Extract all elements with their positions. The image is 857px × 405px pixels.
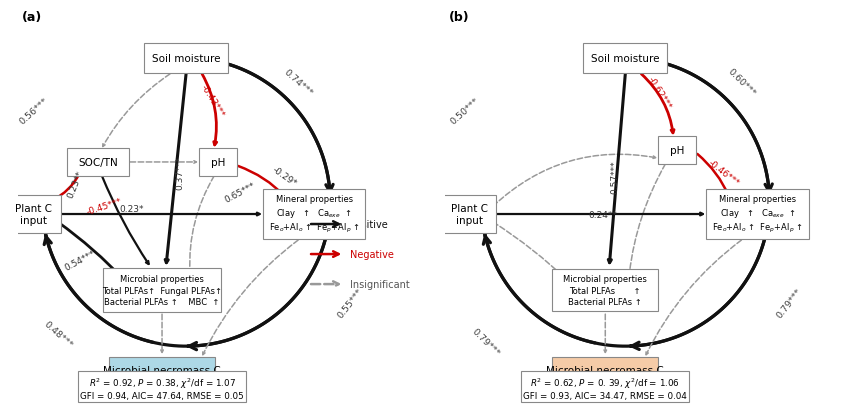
Text: 0.60***: 0.60***	[726, 67, 757, 98]
Text: Mineral properties
Clay   ↑   Ca$_{exe}$  ↑
Fe$_o$+Al$_o$ ↑  Fe$_p$+Al$_p$ ↑: Mineral properties Clay ↑ Ca$_{exe}$ ↑ F…	[712, 194, 803, 234]
Text: pH: pH	[211, 158, 225, 168]
FancyBboxPatch shape	[442, 196, 496, 233]
FancyArrowPatch shape	[62, 213, 260, 216]
Text: -0.43***: -0.43***	[199, 83, 225, 119]
FancyArrowPatch shape	[608, 75, 626, 263]
Text: 0.55***: 0.55***	[336, 286, 364, 319]
Text: 0.79***: 0.79***	[470, 327, 500, 358]
FancyBboxPatch shape	[103, 269, 221, 312]
Text: -0.45***: -0.45***	[85, 196, 123, 216]
Text: Insignificant: Insignificant	[351, 279, 410, 290]
FancyArrowPatch shape	[238, 166, 285, 196]
Text: 0.50***: 0.50***	[449, 96, 482, 126]
Text: Microbial necromass C: Microbial necromass C	[547, 365, 664, 375]
FancyBboxPatch shape	[552, 269, 658, 311]
Text: (b): (b)	[449, 11, 470, 24]
FancyBboxPatch shape	[67, 149, 129, 176]
FancyBboxPatch shape	[144, 44, 228, 74]
FancyArrowPatch shape	[102, 177, 148, 264]
FancyArrowPatch shape	[497, 213, 703, 216]
Text: 0.23*: 0.23*	[120, 204, 144, 213]
Text: Positive: Positive	[351, 220, 388, 230]
Text: 0.74***: 0.74***	[282, 68, 315, 98]
Text: 0.24**: 0.24**	[589, 210, 618, 219]
FancyBboxPatch shape	[584, 44, 668, 74]
Text: 0.56***: 0.56***	[18, 96, 50, 126]
Text: 0.37***: 0.37***	[176, 156, 184, 189]
FancyArrowPatch shape	[698, 155, 728, 196]
FancyArrowPatch shape	[189, 177, 214, 273]
FancyArrowPatch shape	[103, 75, 170, 147]
FancyArrowPatch shape	[202, 75, 217, 145]
Text: 0.79***: 0.79***	[775, 286, 804, 319]
FancyArrowPatch shape	[604, 314, 607, 353]
Text: -0.62***: -0.62***	[646, 75, 673, 111]
FancyBboxPatch shape	[706, 190, 808, 239]
Text: Soil moisture: Soil moisture	[152, 54, 220, 64]
Text: 0.48***: 0.48***	[42, 319, 74, 350]
FancyBboxPatch shape	[658, 137, 697, 164]
Text: 0.54***: 0.54***	[63, 249, 97, 272]
Text: Microbial necromass C: Microbial necromass C	[103, 365, 221, 375]
FancyBboxPatch shape	[199, 149, 237, 176]
FancyArrowPatch shape	[165, 75, 186, 263]
Text: 0.65***: 0.65***	[223, 181, 257, 205]
Text: pH: pH	[670, 145, 685, 156]
Text: $R^2$ = 0.92, $P$ = 0.38, $\chi^2$/df = 1.07
GFI = 0.94, AIC= 47.64, RMSE = 0.05: $R^2$ = 0.92, $P$ = 0.38, $\chi^2$/df = …	[81, 375, 244, 400]
FancyArrowPatch shape	[493, 155, 656, 207]
Text: 0.57***: 0.57***	[611, 160, 620, 193]
FancyArrowPatch shape	[50, 171, 81, 202]
FancyBboxPatch shape	[109, 357, 215, 384]
FancyArrowPatch shape	[203, 241, 298, 355]
Text: Plant C
input: Plant C input	[15, 203, 52, 226]
Text: -0.46***: -0.46***	[706, 158, 740, 188]
FancyBboxPatch shape	[263, 190, 365, 239]
FancyArrowPatch shape	[641, 75, 674, 134]
Text: (a): (a)	[22, 11, 42, 24]
Text: 0.23**: 0.23**	[66, 169, 86, 200]
FancyBboxPatch shape	[552, 357, 658, 384]
FancyArrowPatch shape	[646, 241, 741, 355]
FancyArrowPatch shape	[161, 314, 164, 353]
Text: Mineral properties
Clay   ↑   Ca$_{exe}$  ↑
Fe$_o$+Al$_o$ ↑  Fe$_p$+Al$_p$ ↑: Mineral properties Clay ↑ Ca$_{exe}$ ↑ F…	[269, 194, 360, 234]
Text: Soil moisture: Soil moisture	[591, 54, 660, 64]
Text: Negative: Negative	[351, 249, 394, 260]
FancyArrowPatch shape	[130, 161, 196, 164]
Text: Microbial properties
Total PLFAs↑  Fungal PLFAs↑
Bacterial PLFAs ↑    MBC  ↑: Microbial properties Total PLFAs↑ Fungal…	[102, 275, 222, 306]
Text: $R^2$ = 0.62, $P$ = 0. 39, $\chi^2$/df = 1.06
GFI = 0.93, AIC= 34.47, RMSE = 0.0: $R^2$ = 0.62, $P$ = 0. 39, $\chi^2$/df =…	[524, 375, 687, 400]
Text: -0.29*: -0.29*	[270, 165, 298, 188]
FancyArrowPatch shape	[58, 222, 124, 280]
Text: SOC/TN: SOC/TN	[78, 158, 118, 168]
Text: Plant C
input: Plant C input	[451, 203, 488, 226]
FancyArrowPatch shape	[628, 164, 665, 273]
FancyArrowPatch shape	[493, 222, 568, 281]
Text: Microbial properties
Total PLFAs       ↑
Bacterial PLFAs ↑: Microbial properties Total PLFAs ↑ Bacte…	[563, 275, 647, 306]
FancyBboxPatch shape	[7, 196, 61, 233]
